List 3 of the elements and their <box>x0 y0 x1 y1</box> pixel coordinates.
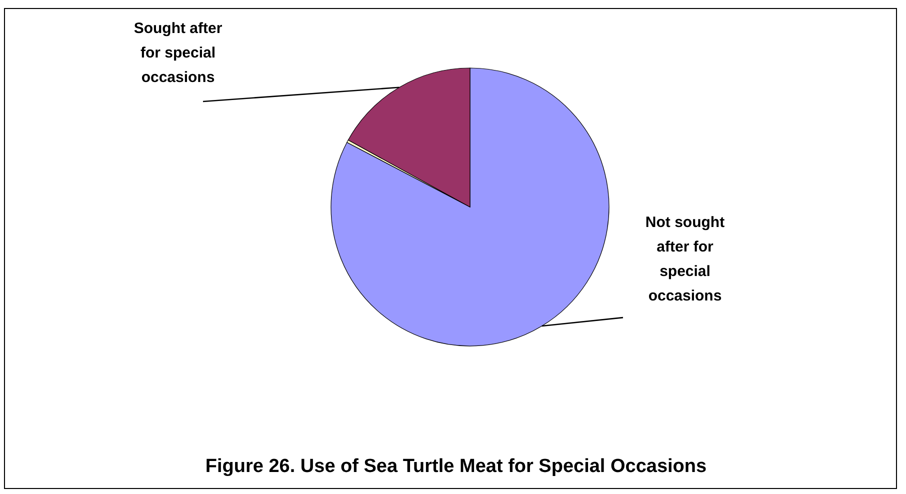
slice-label: Sought after for special occasions <box>134 20 222 86</box>
slice-label: Not sought after for special occasions <box>645 214 725 304</box>
text: Figure 26. Use of Sea Turtle Meat for Special Occasions <box>205 456 707 477</box>
